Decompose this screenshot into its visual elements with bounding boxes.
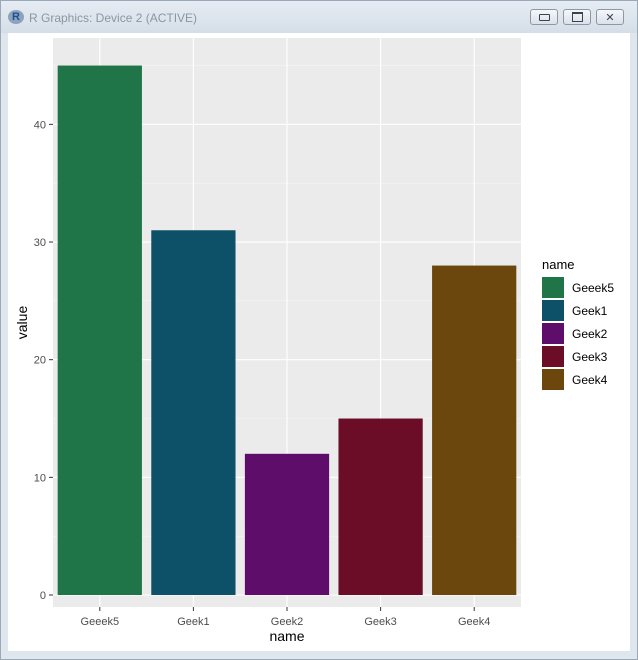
minimize-button[interactable] [530,9,558,25]
legend-key-geek2 [542,323,564,344]
bar-geek4 [432,265,517,595]
window-title: R Graphics: Device 2 (ACTIVE) [29,11,198,25]
legend-label: Geeek5 [572,281,614,295]
bar-chart: 0 10 20 30 40 Geeek5 Geek1 Geek2 Geek3 Geek4 name v… [14,38,614,644]
close-icon: ✕ [605,11,615,24]
bar-geek3 [338,418,423,595]
legend-label: Geek4 [572,373,608,387]
y-tick-label: 30 [34,237,46,249]
x-axis-title: name [269,628,304,644]
legend-label: Geek1 [572,304,608,318]
legend-key-geek3 [542,346,564,367]
y-tick-label: 40 [34,119,46,131]
maximize-button[interactable] [563,9,591,25]
legend-label: Geek2 [572,327,608,341]
y-tick-label: 0 [40,590,46,602]
y-tick-label: 20 [34,355,46,367]
bar-geek1 [151,230,236,596]
x-tick-label: Geeek5 [81,616,120,628]
minimize-icon [538,13,550,21]
close-button[interactable]: ✕ [596,9,624,25]
bar-geeek5 [57,65,142,595]
y-axis-title: value [14,306,30,340]
x-tick-label: Geek3 [364,616,396,628]
y-tick-label: 10 [34,472,46,484]
title-bar[interactable]: R R Graphics: Device 2 (ACTIVE) ✕ [1,1,637,33]
x-tick-label: Geek1 [177,616,209,628]
bar-geek2 [244,453,330,595]
legend-title: name [542,257,575,272]
x-tick-label: Geek2 [271,616,303,628]
x-tick-label: Geek4 [458,616,490,628]
legend-key-geeek5 [542,277,564,298]
legend-label: Geek3 [572,350,608,364]
legend-key-geek1 [542,300,564,321]
maximize-icon [571,12,583,22]
r-logo-icon: R [8,10,24,24]
plot-area: 0 10 20 30 40 Geeek5 Geek1 Geek2 Geek3 Geek4 name v… [8,33,630,651]
legend-key-geek4 [542,369,564,390]
